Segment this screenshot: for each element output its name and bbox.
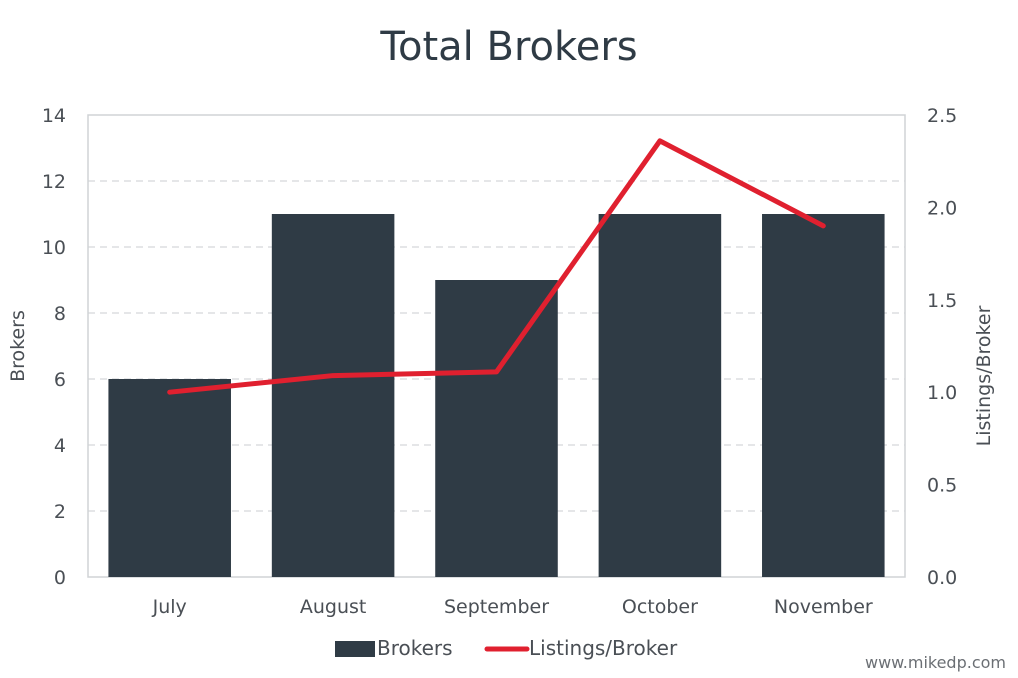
x-tick-label: October bbox=[622, 596, 698, 618]
y2-tick-label: 1.0 bbox=[927, 382, 957, 404]
chart-title: Total Brokers bbox=[379, 24, 637, 70]
y-axis-label: Brokers bbox=[7, 310, 29, 382]
y-tick-label: 8 bbox=[54, 303, 66, 325]
bar bbox=[762, 214, 885, 577]
y-tick-label: 2 bbox=[54, 501, 66, 523]
y-tick-label: 10 bbox=[42, 237, 66, 259]
bar bbox=[108, 379, 231, 577]
x-tick-label: September bbox=[444, 596, 549, 618]
y-tick-label: 4 bbox=[54, 435, 66, 457]
y-tick-label: 12 bbox=[42, 171, 66, 193]
legend-label-brokers: Brokers bbox=[377, 636, 453, 660]
x-axis: July August September October November bbox=[152, 596, 873, 618]
x-tick-label: August bbox=[300, 596, 367, 618]
y2-tick-label: 2.0 bbox=[927, 197, 957, 219]
y2-tick-label: 0.0 bbox=[927, 567, 957, 589]
legend-label-listings-per-broker: Listings/Broker bbox=[529, 636, 678, 660]
bar bbox=[435, 280, 558, 577]
y2-axis-label: Listings/Broker bbox=[973, 305, 995, 446]
y2-tick-label: 0.5 bbox=[927, 475, 957, 497]
legend-swatch-brokers bbox=[335, 641, 375, 657]
y2-tick-label: 1.5 bbox=[927, 290, 957, 312]
y-axis-right: 0.0 0.5 1.0 1.5 2.0 2.5 bbox=[927, 105, 957, 589]
legend: Brokers Listings/Broker bbox=[335, 636, 678, 660]
x-tick-label: July bbox=[152, 596, 187, 618]
y-axis-left: 0 2 4 6 8 10 12 14 bbox=[42, 105, 66, 589]
y-tick-label: 14 bbox=[42, 105, 66, 127]
y-tick-label: 0 bbox=[54, 567, 66, 589]
x-tick-label: November bbox=[774, 596, 873, 618]
y-tick-label: 6 bbox=[54, 369, 66, 391]
y2-tick-label: 2.5 bbox=[927, 105, 957, 127]
credit-text: www.mikedp.com bbox=[865, 653, 1006, 672]
bar bbox=[271, 214, 395, 577]
bar bbox=[598, 214, 722, 577]
bar-series bbox=[108, 214, 885, 577]
line-series bbox=[167, 138, 826, 395]
